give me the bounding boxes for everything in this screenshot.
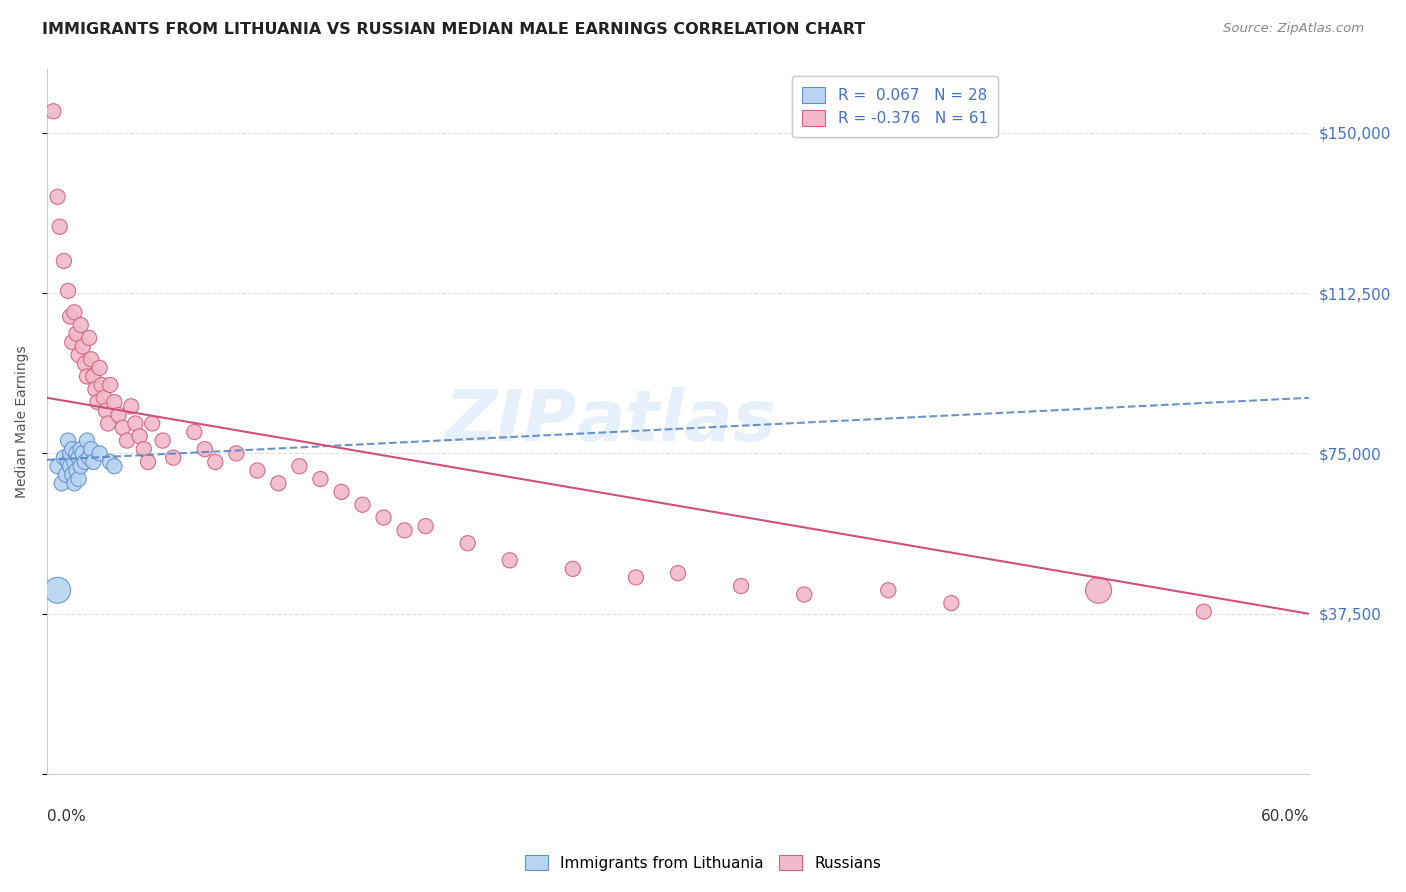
Point	[98, 455, 121, 469]
Point	[67, 472, 90, 486]
Point	[82, 369, 104, 384]
Point	[63, 476, 86, 491]
Point	[80, 352, 103, 367]
Point	[457, 536, 479, 550]
Point	[730, 579, 752, 593]
Point	[46, 190, 69, 204]
Point	[624, 570, 647, 584]
Point	[132, 442, 155, 457]
Point	[90, 378, 112, 392]
Point	[82, 455, 104, 469]
Point	[69, 459, 91, 474]
Point	[67, 348, 90, 362]
Legend: Immigrants from Lithuania, Russians: Immigrants from Lithuania, Russians	[516, 846, 890, 880]
Point	[309, 472, 332, 486]
Point	[55, 467, 77, 482]
Point	[89, 446, 111, 460]
Point	[77, 450, 100, 465]
Point	[793, 588, 815, 602]
Point	[42, 104, 65, 119]
Point	[59, 459, 82, 474]
Point	[288, 459, 311, 474]
Point	[63, 455, 86, 469]
Point	[46, 583, 69, 598]
Point	[162, 450, 184, 465]
Point	[51, 476, 73, 491]
Point	[69, 442, 91, 457]
Point	[98, 378, 121, 392]
Point	[136, 455, 159, 469]
Point	[56, 434, 79, 448]
Point	[120, 400, 142, 414]
Point	[1192, 605, 1215, 619]
Point	[93, 391, 115, 405]
Point	[77, 331, 100, 345]
Point	[65, 326, 87, 341]
Point	[76, 434, 98, 448]
Point	[46, 459, 69, 474]
Point	[60, 442, 83, 457]
Point	[63, 305, 86, 319]
Point	[65, 446, 87, 460]
Point	[267, 476, 290, 491]
Point	[128, 429, 150, 443]
Point	[59, 310, 82, 324]
Point	[204, 455, 226, 469]
Point	[73, 357, 96, 371]
Point	[52, 450, 75, 465]
Point	[373, 510, 395, 524]
Point	[76, 369, 98, 384]
Point	[52, 254, 75, 268]
Point	[111, 421, 134, 435]
Text: 0.0%: 0.0%	[46, 809, 86, 824]
Point	[1087, 583, 1109, 598]
Point	[352, 498, 374, 512]
Point	[394, 524, 416, 538]
Point	[115, 434, 138, 448]
Point	[72, 446, 94, 460]
Point	[499, 553, 522, 567]
Text: ZIP: ZIP	[444, 387, 576, 456]
Point	[141, 417, 163, 431]
Point	[194, 442, 217, 457]
Point	[124, 417, 146, 431]
Point	[103, 395, 125, 409]
Point	[56, 284, 79, 298]
Y-axis label: Median Male Earnings: Median Male Earnings	[15, 345, 30, 498]
Text: IMMIGRANTS FROM LITHUANIA VS RUSSIAN MEDIAN MALE EARNINGS CORRELATION CHART: IMMIGRANTS FROM LITHUANIA VS RUSSIAN MED…	[42, 22, 866, 37]
Point	[415, 519, 437, 533]
Point	[89, 360, 111, 375]
Point	[48, 219, 70, 234]
Point	[80, 442, 103, 457]
Point	[67, 450, 90, 465]
Point	[86, 395, 108, 409]
Point	[561, 562, 583, 576]
Point	[330, 484, 353, 499]
Point	[103, 459, 125, 474]
Point	[73, 455, 96, 469]
Point	[60, 335, 83, 350]
Point	[941, 596, 963, 610]
Point	[65, 463, 87, 477]
Text: atlas: atlas	[576, 387, 776, 456]
Point	[246, 463, 269, 477]
Point	[152, 434, 174, 448]
Point	[183, 425, 205, 439]
Point	[72, 339, 94, 353]
Legend: R =  0.067   N = 28, R = -0.376   N = 61: R = 0.067 N = 28, R = -0.376 N = 61	[792, 76, 998, 137]
Point	[60, 467, 83, 482]
Point	[877, 583, 900, 598]
Text: Source: ZipAtlas.com: Source: ZipAtlas.com	[1223, 22, 1364, 36]
Point	[94, 403, 117, 417]
Point	[69, 318, 91, 332]
Point	[107, 408, 129, 422]
Point	[97, 417, 120, 431]
Point	[56, 455, 79, 469]
Point	[666, 566, 689, 581]
Text: 60.0%: 60.0%	[1260, 809, 1309, 824]
Point	[225, 446, 247, 460]
Point	[59, 446, 82, 460]
Point	[84, 382, 107, 396]
